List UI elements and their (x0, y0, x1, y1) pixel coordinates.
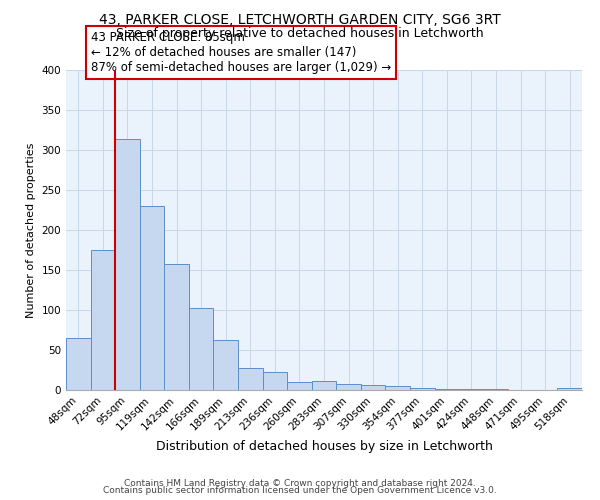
Bar (189, 308, 214, 390)
X-axis label: Distribution of detached houses by size in Letchworth: Distribution of detached houses by size … (155, 440, 493, 453)
Bar (66, 338, 91, 390)
Bar (361, 385, 385, 390)
Bar (312, 381, 336, 390)
Y-axis label: Number of detached properties: Number of detached properties (26, 142, 36, 318)
Bar (91, 250, 115, 390)
Bar (214, 340, 238, 390)
Bar (287, 382, 312, 390)
Text: Contains HM Land Registry data © Crown copyright and database right 2024.: Contains HM Land Registry data © Crown c… (124, 478, 476, 488)
Bar (410, 388, 434, 390)
Text: Contains public sector information licensed under the Open Government Licence v3: Contains public sector information licen… (103, 486, 497, 495)
Bar (140, 206, 164, 390)
Bar (238, 368, 263, 390)
Bar (557, 388, 582, 390)
Bar (164, 264, 189, 390)
Text: Size of property relative to detached houses in Letchworth: Size of property relative to detached ho… (116, 28, 484, 40)
Text: 43 PARKER CLOSE: 85sqm
← 12% of detached houses are smaller (147)
87% of semi-de: 43 PARKER CLOSE: 85sqm ← 12% of detached… (91, 31, 391, 74)
Text: 43, PARKER CLOSE, LETCHWORTH GARDEN CITY, SG6 3RT: 43, PARKER CLOSE, LETCHWORTH GARDEN CITY… (99, 12, 501, 26)
Bar (385, 386, 410, 390)
Bar (336, 384, 361, 390)
Bar (263, 372, 287, 390)
Bar (484, 389, 508, 390)
Bar (434, 389, 459, 390)
Bar (459, 389, 484, 390)
Bar (115, 139, 140, 390)
